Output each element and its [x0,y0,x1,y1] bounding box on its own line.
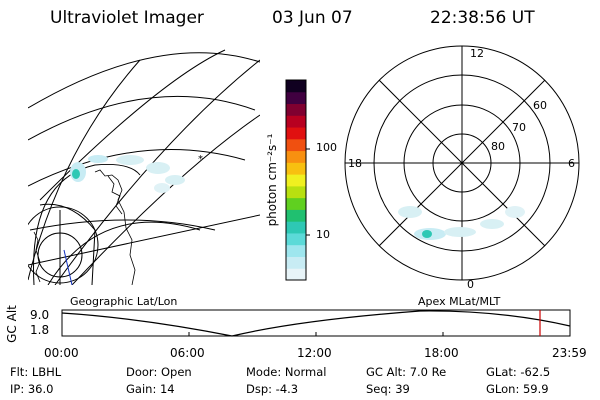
mlt-label-12: 12 [470,47,484,60]
colorbar-segment [286,127,306,140]
colorbar-segment [286,150,306,163]
date-label: 03 Jun 07 [272,8,353,28]
colorbar-segment [286,197,306,210]
mlt-label-18: 18 [348,157,362,170]
time-label: 22:38:56 UT [430,8,535,28]
time-tick-0600: 06:00 [170,346,205,360]
info-seq: Seq: 39 [366,382,410,396]
colorbar-segment [286,232,306,246]
altitude-tick-high: 9.0 [30,308,50,322]
lat-label-80: 80 [491,140,505,153]
aurora-polar [398,206,525,240]
coastline [33,169,136,285]
info-mode: Mode: Normal [246,365,327,379]
lat-label-70: 70 [512,121,526,134]
info-ip: IP: 36.0 [10,382,54,396]
colorbar [286,80,306,281]
lat-label-60: 60 [533,99,547,112]
apex-label: Apex MLat/MLT [418,295,501,308]
info-gain: Gain: 14 [126,382,175,396]
colorbar-segment [286,91,306,105]
info-dsp: Dsp: -4.3 [246,382,299,396]
altitude-axis-label: GC Alt [5,305,19,343]
app-title: Ultraviolet Imager [50,8,204,28]
geographic-map [28,49,260,285]
colorbar-segment [286,103,306,116]
info-glat: GLat: -62.5 [486,365,551,379]
colorbar-segment [286,174,306,187]
geographic-label: Geographic Lat/Lon [70,295,178,308]
time-tick-0000: 00:00 [44,346,79,360]
time-tick-1200: 12:00 [297,346,332,360]
colorbar-segment [286,138,306,152]
info-door: Door: Open [126,365,192,379]
colorbar-segment [286,244,306,257]
colorbar-tick-100: 100 [316,141,337,154]
colorbar-segment [286,209,306,222]
info-gc-alt: GC Alt: 7.0 Re [366,365,447,379]
mlt-label-6: 6 [568,157,575,170]
polar-plot [344,45,580,281]
mlt-label-0: 0 [467,278,474,291]
altitude-tick-low: 1.8 [30,323,50,337]
svg-text:*: * [198,154,203,165]
colorbar-segment [286,115,306,128]
colorbar-segment [286,221,306,234]
time-tick-1800: 18:00 [424,346,459,360]
altitude-curve [61,310,571,337]
info-flt: Flt: LBHL [10,365,62,379]
colorbar-unit-label: photon cm⁻²s⁻¹ [265,133,279,227]
colorbar-segment [286,185,306,199]
colorbar-tick-10: 10 [316,228,330,241]
colorbar-segment [286,80,306,93]
colorbar-segment [286,162,306,175]
altitude-panel [61,309,571,337]
info-glon: GLon: 59.9 [486,382,549,396]
time-tick-2359: 23:59 [552,346,587,360]
aurora-left [70,155,185,193]
colorbar-segment [286,256,306,269]
colorbar-segment [286,268,306,281]
